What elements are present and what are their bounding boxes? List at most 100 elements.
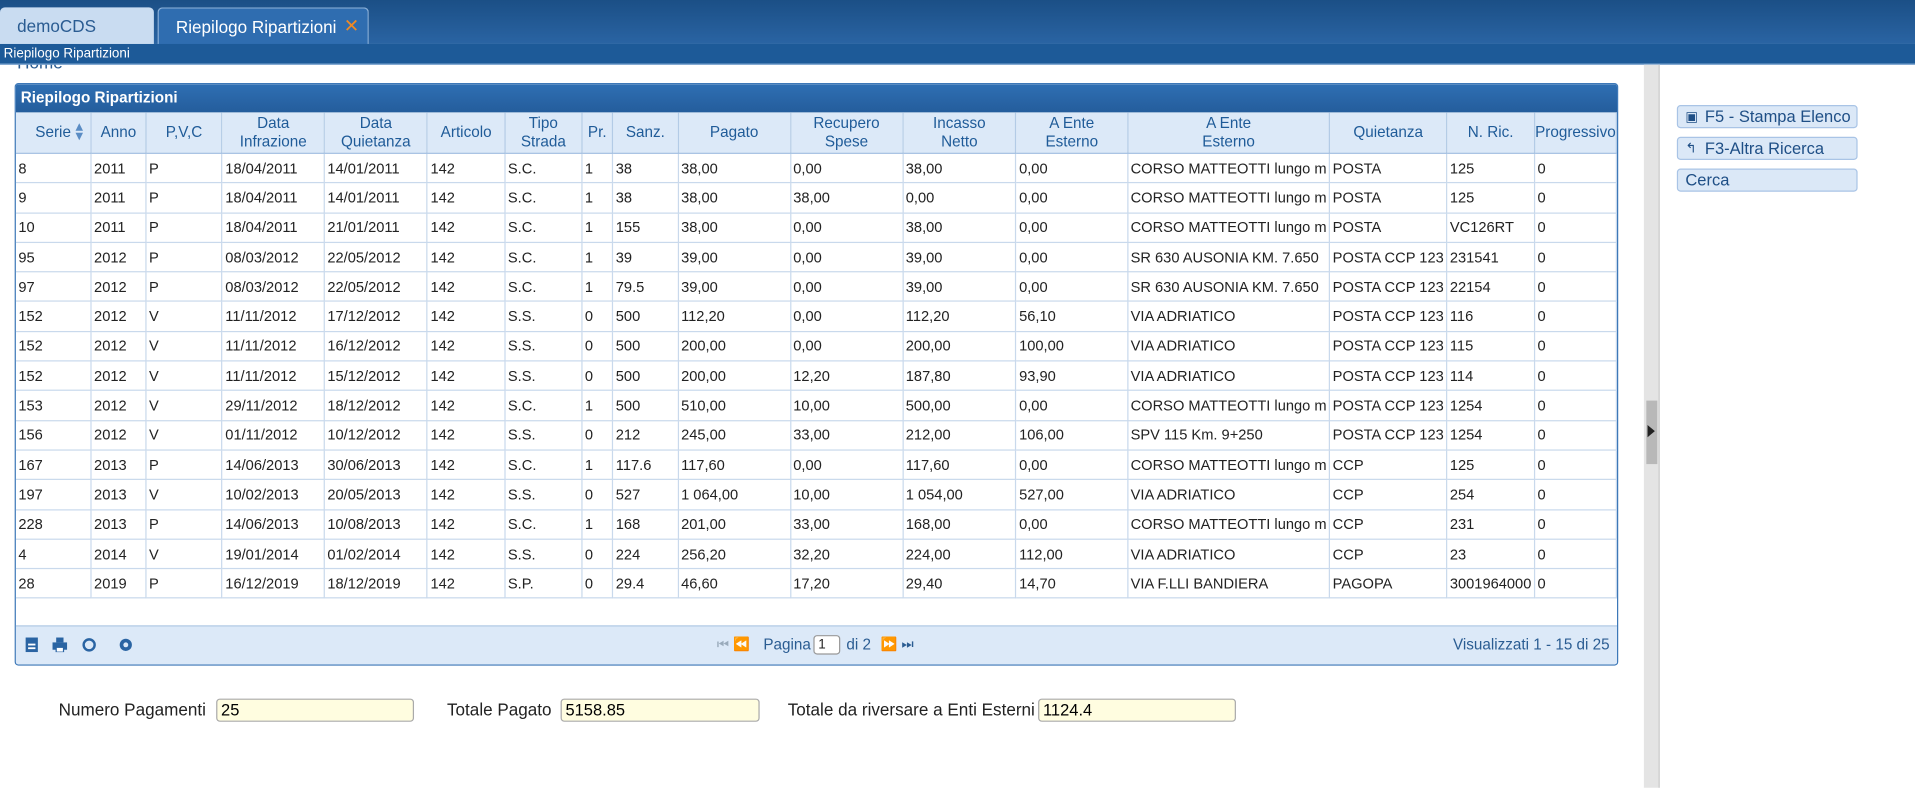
- cell: 97: [15, 271, 92, 303]
- cell: 38: [612, 182, 679, 214]
- cell: POSTA CCP 123: [1329, 390, 1448, 421]
- column-header[interactable]: Pagato: [678, 112, 791, 154]
- cell: 0: [581, 568, 614, 599]
- button-label: F5 - Stampa Elenco: [1704, 107, 1851, 126]
- cell: 11/11/2012: [222, 331, 325, 362]
- column-header[interactable]: Quietanza: [1329, 112, 1448, 154]
- cell: 168: [612, 509, 679, 540]
- column-header[interactable]: Data Infrazione: [222, 112, 325, 154]
- cell: 22/05/2012: [324, 242, 429, 273]
- cell: 0: [1534, 242, 1618, 273]
- cell: VIA ADRIATICO: [1127, 331, 1331, 362]
- header-line: Anno: [100, 123, 137, 141]
- cell: 0,00: [790, 331, 904, 362]
- cell: CORSO MATTEOTTI lungo m: [1127, 509, 1331, 540]
- cell: 33,00: [790, 420, 904, 451]
- page-input[interactable]: 1: [813, 635, 841, 655]
- new-search-button[interactable]: ↰ F3-Altra Ricerca: [1676, 136, 1858, 160]
- cell: 0: [1534, 450, 1618, 481]
- cell: 0,00: [1016, 212, 1129, 243]
- settings-icon[interactable]: [118, 638, 133, 653]
- cell: 10,00: [790, 390, 904, 421]
- column-header[interactable]: A Ente Esterno: [1016, 112, 1129, 154]
- cell: 18/12/2012: [324, 390, 429, 421]
- cell: 0: [581, 301, 614, 332]
- cell: 10/12/2012: [324, 420, 429, 451]
- cell: 17/12/2012: [324, 301, 429, 332]
- cell: 231: [1446, 509, 1536, 540]
- print-button[interactable]: ▣ F5 - Stampa Elenco: [1676, 105, 1858, 129]
- export-icon[interactable]: [24, 637, 39, 653]
- cell: S.C.: [504, 212, 583, 243]
- button-icon: ↰: [1685, 140, 1697, 157]
- cell: 16/12/2019: [222, 568, 325, 599]
- first-page[interactable]: ⏮ ⏪: [716, 636, 750, 653]
- cell: 187,80: [902, 360, 1017, 392]
- column-header[interactable]: Recupero Spese: [790, 112, 904, 154]
- cell: 08/03/2012: [222, 242, 325, 273]
- cell: CORSO MATTEOTTI lungo m: [1127, 450, 1331, 481]
- print-icon[interactable]: [52, 637, 68, 653]
- column-header[interactable]: P,V,C: [145, 112, 223, 154]
- column-header[interactable]: Tipo Strada: [504, 112, 583, 154]
- refresh-icon[interactable]: [82, 638, 97, 653]
- button-label: F3-Altra Ricerca: [1704, 139, 1825, 158]
- cell: 18/04/2011: [222, 212, 325, 243]
- cell: 29,40: [902, 568, 1017, 599]
- cell: POSTA CCP 123: [1329, 242, 1448, 273]
- cell: 117.6: [612, 450, 679, 481]
- column-header[interactable]: Data Quietanza: [324, 112, 429, 154]
- column-header[interactable]: Anno: [90, 112, 147, 154]
- cell: 0: [581, 360, 614, 392]
- cell: S.S.: [504, 539, 583, 570]
- column-header[interactable]: Serie ▲ ▼: [15, 112, 92, 154]
- cell: S.S.: [504, 331, 583, 362]
- cell: 01/02/2014: [324, 539, 429, 570]
- cell: 14/01/2011: [324, 182, 429, 214]
- tab-active[interactable]: Riepilogo Ripartizioni ✕: [157, 7, 369, 44]
- header-line: Recupero: [813, 114, 880, 132]
- column-header[interactable]: Progressivo: [1534, 112, 1618, 154]
- cell: 23: [1446, 539, 1536, 570]
- cell: 38: [612, 153, 679, 184]
- splitter[interactable]: [1643, 64, 1660, 788]
- cell: S.C.: [504, 242, 583, 273]
- table-row: 152 2012 V 11/11/2012 16/12/2012 142 S.S. 0 500 2…: [15, 331, 1618, 362]
- tab-close[interactable]: ✕: [343, 15, 360, 37]
- cell: 15/12/2012: [324, 360, 429, 392]
- cell: 142: [427, 212, 506, 243]
- next-page[interactable]: ⏩ ⏭: [880, 636, 914, 653]
- cell: 256,20: [678, 539, 791, 570]
- cell: 125: [1446, 153, 1536, 184]
- page-count: di 2: [846, 636, 871, 654]
- cell: 100,00: [1016, 331, 1129, 362]
- page-label: Pagina: [763, 636, 811, 654]
- cell: 0: [1534, 509, 1618, 540]
- cell: POSTA CCP 123: [1329, 360, 1448, 392]
- column-header[interactable]: Sanz.: [612, 112, 679, 154]
- cell: 8: [15, 153, 92, 184]
- column-header[interactable]: N. Ric.: [1446, 112, 1536, 154]
- cell: 11/11/2012: [222, 360, 325, 392]
- cell: CCP: [1329, 539, 1448, 570]
- header-line: Esterno: [1202, 132, 1255, 150]
- header-line: N. Ric.: [1467, 123, 1514, 141]
- column-header[interactable]: A Ente Esterno: [1127, 112, 1331, 154]
- column-header[interactable]: Incasso Netto: [902, 112, 1017, 154]
- cell: VIA ADRIATICO: [1127, 479, 1331, 510]
- field-input[interactable]: 25: [216, 698, 415, 722]
- table-row: 167 2013 P 14/06/2013 30/06/2013 142 S.C. 1 117.…: [15, 450, 1618, 481]
- header-line: Articolo: [440, 123, 492, 141]
- field-input[interactable]: 1124.4: [1038, 698, 1236, 722]
- cell: S.S.: [504, 479, 583, 510]
- cell: 30/06/2013: [324, 450, 429, 481]
- field-input[interactable]: 5158.85: [560, 698, 760, 722]
- column-header[interactable]: Articolo: [427, 112, 506, 154]
- header-line: Tipo: [528, 114, 558, 132]
- column-header[interactable]: Pr.: [581, 112, 614, 154]
- cell: 93,90: [1016, 360, 1129, 392]
- search-button[interactable]: Cerca: [1676, 168, 1858, 192]
- cell: 32,20: [790, 539, 904, 570]
- tab[interactable]: demoCDS Home: [0, 7, 154, 72]
- cell: 200,00: [678, 331, 791, 362]
